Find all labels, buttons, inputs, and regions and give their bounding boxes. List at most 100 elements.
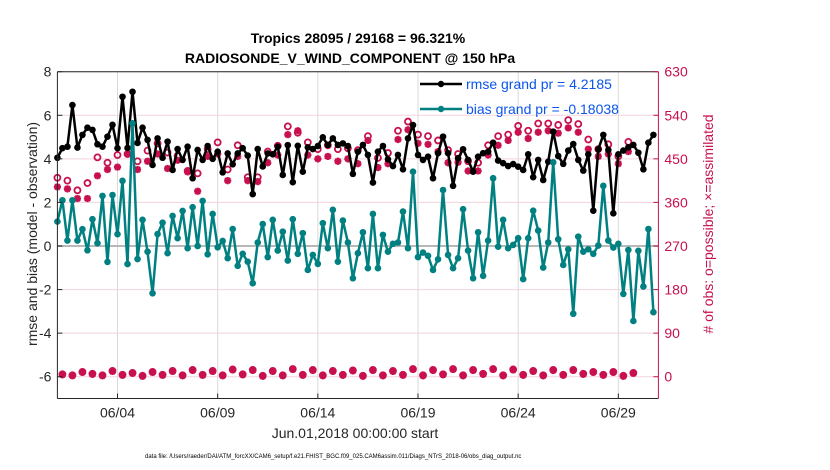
rmse-point [479,149,487,157]
assimilated-obs-marker [514,128,522,136]
bias-point [174,234,181,242]
rmse-point [134,139,141,147]
x-tick-label: 06/24 [501,405,536,421]
bias-point [489,174,497,182]
bias-point [434,255,442,263]
rmse-point [194,146,201,154]
assimilated-obs-marker [544,127,552,135]
rmse-point [84,124,91,131]
assimilated-obs-marker [389,367,397,375]
assimilated-obs-marker [229,366,237,374]
bias-point [234,262,241,270]
possible-obs-marker [524,126,533,135]
bias-point [399,208,407,215]
rmse-point [314,142,322,150]
bias-point [479,272,487,280]
assimilated-obs-marker [339,371,347,379]
rmse-point [124,144,131,152]
rmse-point [499,159,507,167]
rmse-point [615,150,622,158]
assimilated-obs-marker [163,164,172,173]
rmse-point [369,179,377,186]
rmse-point [274,143,282,150]
assimilated-obs-marker [559,371,567,379]
assimilated-obs-marker [174,156,182,164]
rmse-point [359,141,367,149]
rmse-point [379,142,387,150]
assimilated-obs-marker [324,152,332,161]
bias-point [99,192,106,200]
rmse-point [569,140,577,148]
rmse-point [254,145,262,153]
rmse-point [474,153,482,160]
assimilated-obs-marker [219,372,227,380]
rmse-point [259,163,267,170]
rmse-point [409,121,417,129]
x-tick-label: 06/14 [300,405,335,421]
assimilated-obs-marker [589,368,597,376]
assimilated-obs-marker [549,366,557,375]
bias-point [69,196,76,204]
assimilated-obs-marker [574,128,582,136]
x-tick-label: 06/29 [601,405,636,421]
bias-point [349,274,357,282]
rmse-point [584,150,592,158]
bias-point [494,243,502,250]
bias-point [189,203,196,211]
rmse-point [589,207,597,214]
assimilated-obs-marker [424,140,432,148]
rmse-point [299,168,307,176]
possible-obs-marker [404,117,412,126]
assimilated-obs-marker [354,160,362,168]
assimilated-obs-marker [399,371,407,379]
legend-rmse-marker [437,80,445,88]
assimilated-obs-marker [108,367,117,375]
rmse-point [394,151,402,159]
y-right-tick-label: 450 [664,151,688,167]
assimilated-obs-marker [279,372,287,380]
assimilated-obs-marker [224,177,232,185]
rmse-point [99,143,106,150]
possible-obs-marker [544,119,553,128]
bias-point [279,228,287,235]
series-layer [53,88,657,380]
bias-point [299,229,307,237]
assimilated-obs-marker [204,152,212,161]
rmse-point [349,170,357,178]
assimilated-obs-marker [449,365,457,374]
rmse-point [454,154,462,162]
assimilated-obs-marker [404,126,412,134]
rmse-point [249,190,257,198]
rmse-point [384,155,392,163]
bias-point [369,210,377,218]
bias-point [625,246,632,254]
assimilated-obs-marker [118,371,127,379]
bias-point [259,220,267,228]
y-tick-label: 8 [44,64,52,80]
bias-point [449,264,457,272]
rmse-point [595,145,602,153]
y-tick-label: 4 [44,151,52,167]
bias-point [635,247,642,255]
assimilated-obs-marker [329,367,337,375]
rmse-point [635,149,642,157]
chart-subtitle: RADIOSONDE_V_WIND_COMPONENT @ 150 hPa [185,50,515,66]
assimilated-obs-marker [63,185,72,193]
possible-obs-marker [584,135,593,144]
rmse-point [559,160,567,168]
assimilated-obs-marker [349,367,357,375]
rmse-point [164,138,171,145]
bias-point [384,248,392,255]
bias-point [104,258,111,266]
legend: rmse grand pr = 4.2185 bias grand pr = -… [420,76,619,117]
rmse-point [605,146,612,154]
assimilated-obs-marker [444,159,452,167]
bias-point [374,264,382,272]
rmse-point [554,152,562,160]
bias-point [74,237,81,244]
rmse-point [404,135,412,142]
assimilated-obs-marker [189,366,197,375]
rmse-point [104,133,111,140]
assimilated-obs-marker [289,365,297,374]
